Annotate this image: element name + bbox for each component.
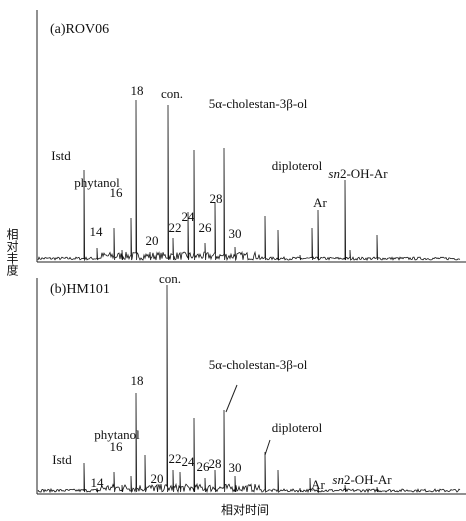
peak-label: 22 [169,220,182,235]
peak-label: 5α-cholestan-3β-ol [209,96,308,111]
peak-label: 22 [169,451,182,466]
peak-label: Istd [52,452,72,467]
peak-label: Istd [51,148,71,163]
x-label: 相对时间 [221,503,269,517]
peak-label: 26 [199,220,213,235]
chromatogram-trace [37,284,461,494]
peak-label: diploterol [272,158,323,173]
peak-label: 14 [90,224,104,239]
peak-label: 20 [151,471,164,486]
peak-label: 24 [182,454,196,469]
peak-label: 26 [197,459,211,474]
y-label: 相对丰度 [5,228,19,276]
panel-label: (a)ROV06 [50,22,109,37]
chromatogram-trace [37,99,461,262]
peak-label: phytanol [94,427,140,442]
peak-label: 20 [146,233,159,248]
leader-lines [225,384,271,456]
panel-a-axes [36,10,466,263]
peak-label: 5α-cholestan-3β-ol [209,357,308,372]
panel-b-axes [36,278,466,495]
peak-label: 16 [110,439,124,454]
peak-label: sn2-OH-Ar [328,166,388,181]
peak-label: diploterol [272,420,323,435]
peak-label: Ar [311,477,325,492]
peak-label: 18 [131,83,144,98]
peak-label: 24 [182,209,196,224]
peak-label: 18 [131,373,144,388]
peak-label: Ar [313,195,327,210]
label-rest: 2-OH-Ar [340,166,388,181]
peak-label: 28 [209,456,222,471]
panel-label: (b)HM101 [50,282,110,297]
peak-label: 28 [210,191,223,206]
italic-prefix: sn [332,472,344,487]
peak-label: sn2-OH-Ar [332,472,392,487]
peak-label: 14 [91,475,105,490]
italic-prefix: sn [328,166,340,181]
peak-label: con. [159,271,181,286]
peak-label: 16 [110,185,124,200]
peak-label: con. [161,86,183,101]
label-rest: 2-OH-Ar [344,472,392,487]
peak-label: 30 [229,460,242,475]
peak-label: phytanol [74,175,120,190]
peak-label: 30 [229,226,242,241]
